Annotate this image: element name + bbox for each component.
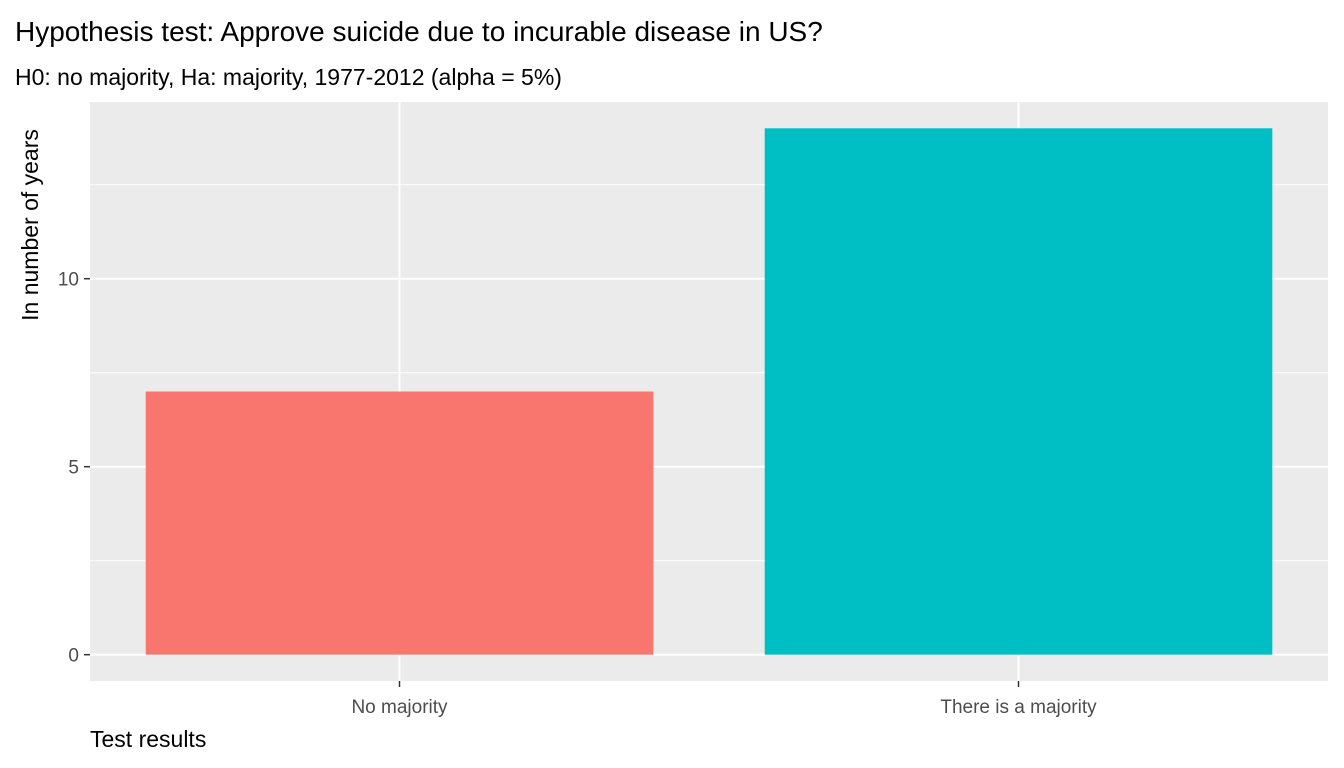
y-tick-label: 5: [68, 458, 79, 479]
x-tick-label: No majority: [351, 697, 448, 718]
bar-no-majority: [145, 391, 654, 655]
chart-subtitle: H0: no majority, Ha: majority, 1977-2012…: [15, 64, 562, 90]
y-tick-label: 0: [68, 646, 79, 667]
x-tick-label: There is a majority: [940, 697, 1097, 718]
y-axis-title: In number of years: [17, 129, 43, 321]
bars: [145, 128, 1273, 655]
chart-title: Hypothesis test: Approve suicide due to …: [15, 16, 823, 47]
bar-there-is-a-majority: [764, 128, 1273, 655]
y-tick-label: 10: [58, 270, 79, 291]
axis-ticks: 0 5 10 No majority There is a majority: [58, 270, 1097, 718]
x-axis-title: Test results: [90, 726, 206, 752]
